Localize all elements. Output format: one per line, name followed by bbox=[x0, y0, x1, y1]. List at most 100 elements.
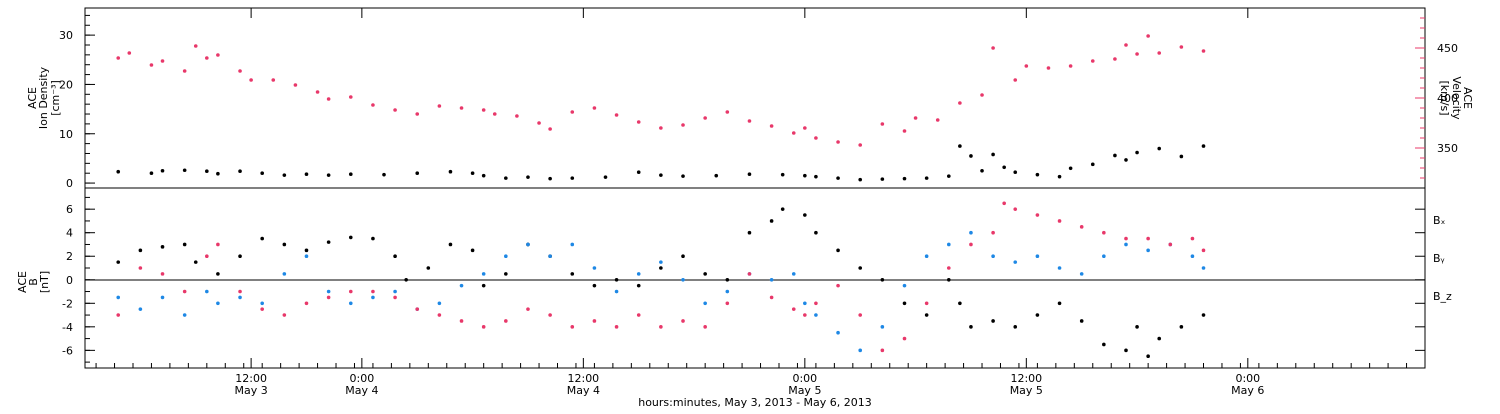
bx-point bbox=[958, 301, 962, 306]
velocity-point bbox=[160, 59, 165, 63]
x-tick-time: 0:00 bbox=[792, 372, 817, 385]
density-point bbox=[548, 176, 552, 181]
bz-point bbox=[836, 283, 840, 288]
density-point bbox=[880, 177, 885, 181]
velocity-point bbox=[814, 136, 818, 140]
ylabel-ace: ACE bbox=[26, 87, 39, 109]
bz-point bbox=[326, 295, 331, 300]
x-tick-time: 0:00 bbox=[350, 372, 375, 385]
bx-point bbox=[659, 266, 663, 270]
velocity-point bbox=[415, 112, 420, 116]
bz-point bbox=[504, 319, 508, 323]
density-point bbox=[924, 176, 929, 180]
b-tick-label: -6 bbox=[62, 344, 73, 357]
density-point bbox=[803, 173, 807, 178]
bz-point bbox=[182, 289, 187, 294]
by-point bbox=[548, 254, 552, 259]
by-point bbox=[1124, 242, 1128, 247]
bz-point bbox=[592, 319, 597, 323]
by-point bbox=[182, 313, 187, 317]
density-point bbox=[1135, 150, 1139, 155]
bz-point bbox=[747, 272, 752, 276]
velocity-tick-label: 450 bbox=[1437, 42, 1458, 55]
bx-point bbox=[1201, 313, 1206, 317]
bx-point bbox=[614, 277, 619, 282]
bx-point bbox=[725, 277, 730, 282]
x-tick-date: May 4 bbox=[345, 384, 378, 397]
velocity-point bbox=[348, 95, 353, 99]
bz-point bbox=[205, 254, 209, 259]
velocity-point bbox=[614, 113, 619, 117]
by-point bbox=[348, 301, 353, 306]
bz-point bbox=[969, 242, 973, 247]
density-point bbox=[636, 170, 641, 175]
velocity-point bbox=[437, 104, 442, 108]
b-tick-label: 0 bbox=[66, 274, 73, 287]
by-point bbox=[769, 277, 774, 282]
density-point bbox=[969, 154, 973, 158]
velocity-point bbox=[515, 114, 519, 118]
bx-point bbox=[1079, 319, 1084, 323]
ylabel-velocity: Velocity bbox=[1450, 76, 1463, 120]
bx-point bbox=[769, 219, 774, 223]
by-point bbox=[969, 230, 973, 235]
bx-point bbox=[803, 213, 807, 217]
density-point bbox=[238, 169, 242, 174]
density-point bbox=[1179, 154, 1184, 159]
by-point bbox=[1146, 248, 1150, 253]
bx-point bbox=[504, 272, 508, 276]
legend-by: Bᵧ bbox=[1433, 252, 1445, 265]
bx-point bbox=[592, 283, 597, 288]
by-point bbox=[570, 242, 575, 247]
velocity-point bbox=[315, 90, 320, 94]
by-point bbox=[947, 242, 951, 247]
by-point bbox=[481, 272, 486, 276]
by-point bbox=[459, 283, 464, 288]
bz-point bbox=[725, 301, 730, 306]
ylabel-b: B bbox=[27, 278, 40, 286]
bz-point bbox=[991, 230, 995, 235]
bz-point bbox=[703, 325, 707, 329]
by-point bbox=[116, 295, 121, 300]
bz-point bbox=[282, 313, 287, 317]
density-point bbox=[991, 152, 995, 157]
bx-point bbox=[404, 277, 408, 282]
density-point bbox=[1113, 153, 1117, 158]
bx-point bbox=[858, 266, 863, 270]
density-point bbox=[747, 172, 752, 176]
bottom-panel-frame bbox=[84, 187, 1426, 369]
density-point bbox=[160, 168, 165, 173]
bx-point bbox=[1135, 325, 1139, 329]
by-point bbox=[326, 289, 331, 294]
bx-point bbox=[1124, 348, 1128, 353]
bx-point bbox=[216, 272, 220, 276]
velocity-point bbox=[958, 101, 962, 105]
x-tick-date: May 3 bbox=[234, 384, 267, 397]
bx-point bbox=[304, 248, 309, 253]
bx-point bbox=[991, 319, 995, 323]
bz-point bbox=[1035, 213, 1040, 217]
velocity-point bbox=[725, 110, 730, 114]
b-tick-label: 2 bbox=[66, 250, 73, 263]
density-point bbox=[382, 172, 386, 177]
bz-point bbox=[116, 313, 121, 317]
velocity-point bbox=[935, 118, 940, 122]
density-tick-label: 0 bbox=[66, 177, 73, 190]
x-tick-date: May 5 bbox=[1010, 384, 1043, 397]
bz-point bbox=[1168, 242, 1173, 247]
top-panel-frame bbox=[84, 7, 1426, 189]
density-point bbox=[1035, 172, 1040, 177]
bx-point bbox=[426, 266, 431, 270]
velocity-point bbox=[880, 122, 885, 126]
density-point bbox=[780, 172, 785, 177]
bz-point bbox=[415, 307, 420, 311]
bx-point bbox=[282, 242, 287, 247]
velocity-point bbox=[991, 46, 995, 50]
velocity-point bbox=[393, 108, 397, 112]
by-point bbox=[282, 272, 287, 276]
velocity-point bbox=[216, 53, 220, 57]
by-point bbox=[614, 289, 619, 294]
density-point bbox=[1201, 144, 1206, 148]
x-tick-date: May 6 bbox=[1231, 384, 1264, 397]
bz-point bbox=[880, 348, 885, 353]
